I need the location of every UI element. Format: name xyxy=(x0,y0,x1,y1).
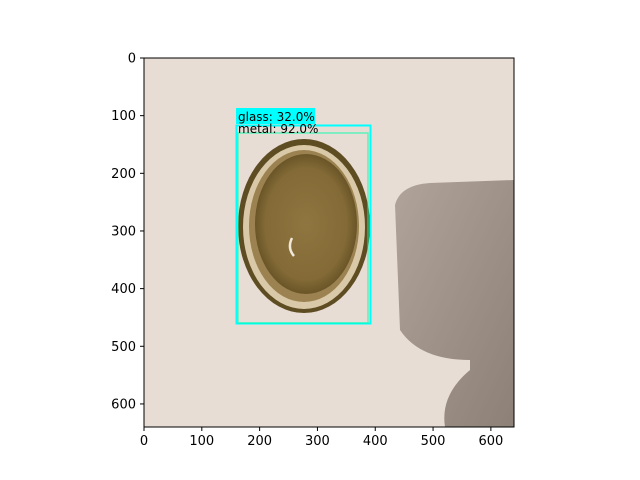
x-tick-label: 400 xyxy=(363,434,388,449)
table-shadow xyxy=(395,180,514,427)
y-tick-label: 500 xyxy=(111,340,136,355)
y-axis-ticks: 0 100 200 300 400 500 600 xyxy=(111,52,144,412)
y-tick-label: 200 xyxy=(111,167,136,182)
y-tick-label: 100 xyxy=(111,109,136,124)
x-axis-ticks: 0 100 200 300 400 500 600 xyxy=(140,427,503,449)
x-tick-label: 500 xyxy=(421,434,446,449)
detection-label-glass: glass: 32.0% xyxy=(238,110,315,124)
y-tick-label: 400 xyxy=(111,282,136,297)
x-tick-label: 100 xyxy=(189,434,214,449)
detection-boxes: metal: 92.0% glass: 32.0% xyxy=(235,108,372,325)
photo xyxy=(144,58,514,427)
lid-glare xyxy=(288,237,295,257)
detection-box-metal xyxy=(237,132,369,324)
x-tick-label: 0 xyxy=(140,434,148,449)
detection-label-bg-glass xyxy=(236,108,315,124)
axes-frame xyxy=(143,57,515,428)
x-tick-label: 600 xyxy=(478,434,503,449)
y-tick-label: 600 xyxy=(111,397,136,412)
lid-center xyxy=(255,154,357,294)
y-tick-label: 0 xyxy=(128,52,136,67)
y-tick-label: 300 xyxy=(111,224,136,239)
x-tick-label: 200 xyxy=(247,434,272,449)
x-tick-label: 300 xyxy=(305,434,330,449)
detection-label-metal: metal: 92.0% xyxy=(238,122,318,136)
